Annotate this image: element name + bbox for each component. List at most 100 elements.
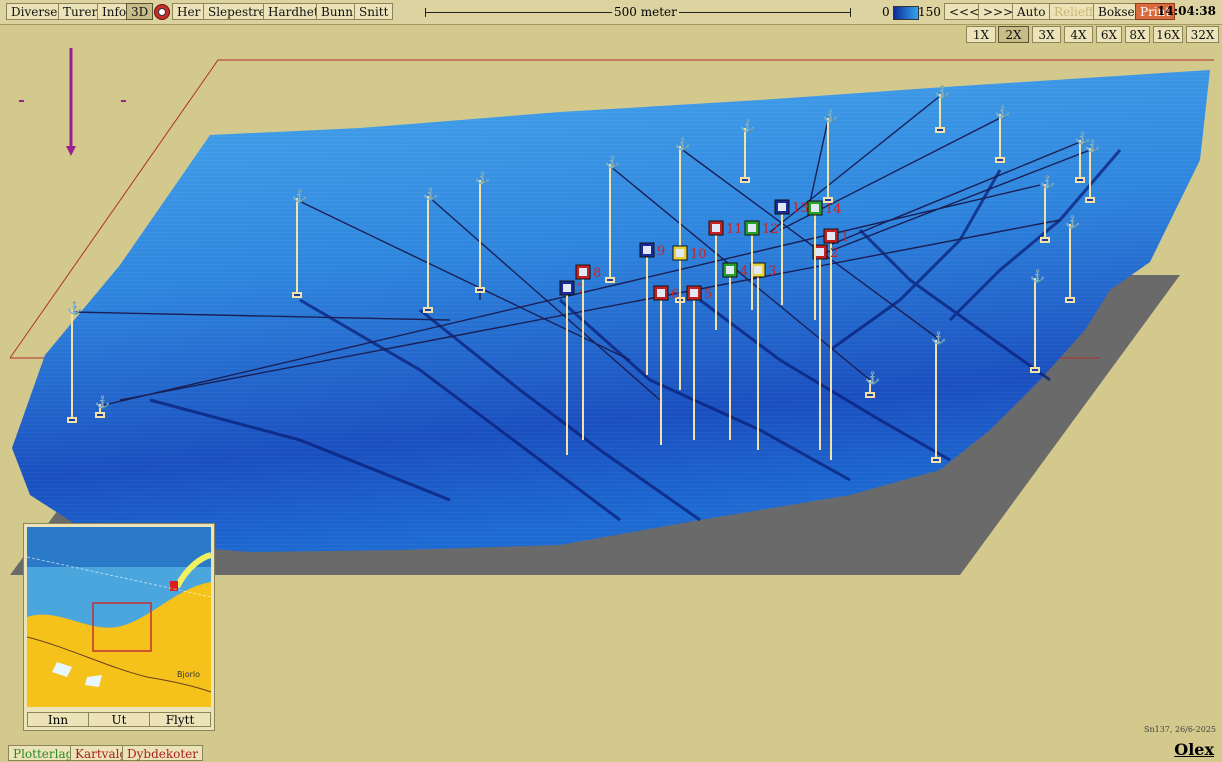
pole-base	[1065, 297, 1075, 303]
pole-base	[1085, 197, 1095, 203]
marker-inner	[754, 266, 762, 274]
zoom-6x-button[interactable]: 6X	[1096, 26, 1122, 43]
marker-inner	[690, 289, 698, 297]
anchor-icon[interactable]: ⚓	[994, 104, 1011, 120]
anchor-icon[interactable]: ⚓	[1029, 268, 1046, 284]
zoom-3x-button[interactable]: 3X	[1032, 26, 1061, 43]
clock: 14:04:38	[1157, 4, 1216, 18]
zoom-4x-button[interactable]: 4X	[1064, 26, 1093, 43]
pole-base	[605, 277, 615, 283]
marker-label-5: 5	[704, 287, 712, 302]
forward-button[interactable]: >>>	[978, 3, 1019, 20]
marker-inner	[712, 224, 720, 232]
marker-label-3: 3	[768, 264, 776, 279]
compass-icon[interactable]	[154, 4, 170, 20]
hardhet-button[interactable]: Hardhet	[263, 3, 324, 20]
pole-base	[292, 292, 302, 298]
snitt-button[interactable]: Snitt	[354, 3, 394, 20]
pole-base	[1075, 177, 1085, 183]
marker-inner	[643, 246, 651, 254]
slepestrek-button[interactable]: Slepestrek	[203, 3, 279, 20]
pole-base	[67, 417, 77, 423]
pole-base	[1030, 367, 1040, 373]
minimap-town-label: Bjorlo	[177, 670, 200, 679]
version-stamp: Sn137, 26/6-2025	[1143, 725, 1216, 734]
relieff-button[interactable]: Relieff	[1049, 3, 1099, 20]
pole-base	[931, 457, 941, 463]
zoom-16x-button[interactable]: 16X	[1153, 26, 1183, 43]
anchor-icon[interactable]: ⚓	[604, 154, 621, 170]
anchor-icon[interactable]: ⚓	[291, 188, 308, 204]
anchor-icon[interactable]: ⚓	[94, 394, 111, 410]
pole-group: ⚓⚓⚓ ⚓⚓⚓⚓⚓⚓⚓⚓⚓⚓⚓⚓⚓⚓⚓	[66, 84, 1101, 463]
marker-inner	[563, 284, 571, 292]
scale-tick-right	[850, 8, 851, 17]
marker-label-13: 13	[792, 201, 809, 216]
scale-label: 500 meter	[612, 5, 679, 19]
pole-base	[823, 197, 833, 203]
anchor-icon[interactable]: ⚓	[474, 170, 491, 186]
bunn-button[interactable]: Bunn	[316, 3, 359, 20]
anchor-icon[interactable]: ⚓	[1039, 174, 1056, 190]
surface-texture	[12, 70, 1210, 552]
minimap-panel: Bjorlo Inn Ut Flytt	[23, 523, 215, 731]
marker-inner	[827, 232, 835, 240]
bounding-frame	[9, 59, 1214, 359]
scale-tick-left	[425, 8, 426, 17]
anchor-icon[interactable]: ⚓	[1064, 214, 1081, 230]
zoom-in-button[interactable]: Inn	[27, 712, 89, 727]
zoom-out-button[interactable]: Ut	[88, 712, 150, 727]
north-arrow-icon[interactable]	[19, 48, 126, 156]
marker-inner	[676, 249, 684, 257]
anchor-icon[interactable]: ⚓	[864, 370, 881, 386]
pole-base	[95, 412, 105, 418]
anchor-icon[interactable]: ⚓	[739, 118, 756, 134]
marker-inner	[726, 266, 734, 274]
marker-inner	[816, 248, 824, 256]
marker-label-1: 1	[841, 230, 849, 245]
pole-base	[740, 177, 750, 183]
pole-base	[1040, 237, 1050, 243]
pole-base	[475, 287, 485, 293]
marker-inner	[811, 204, 819, 212]
anchor-icon[interactable]: ⚓	[674, 136, 691, 152]
marker-inner	[579, 268, 587, 276]
olex-logo: Olex	[1174, 740, 1214, 759]
marker-label-11: 11	[726, 222, 743, 237]
anchor-icon[interactable]: ⚓	[930, 330, 947, 346]
anchor-icon[interactable]: ⚓	[422, 186, 439, 202]
auto-button[interactable]: Auto	[1012, 3, 1051, 20]
anchor-icon[interactable]: ⚓	[822, 108, 839, 124]
zoom-32x-button[interactable]: 32X	[1186, 26, 1219, 43]
bokser-button[interactable]: Bokser	[1093, 3, 1146, 20]
print-button[interactable]: Print	[1135, 3, 1176, 20]
dybdekoter-tab[interactable]: Dybdekoter	[122, 745, 204, 761]
back-button[interactable]: <<<	[944, 3, 985, 20]
anchor-icon[interactable]: ⚓	[1084, 138, 1101, 154]
zoom-1x-button[interactable]: 1X	[966, 26, 996, 43]
marker-label-8: 8	[593, 266, 601, 281]
zoom-2x-button[interactable]: 2X	[998, 26, 1029, 43]
pole-base	[935, 127, 945, 133]
marker-label-12: 12	[762, 222, 779, 237]
pole-base	[423, 307, 433, 313]
depth-min-label: 0	[882, 5, 890, 19]
marker-label-14: 14	[825, 202, 842, 217]
marker-label-6: 6	[671, 287, 679, 302]
top-toolbar: Diverse Turer Info 3D Her Slepestrek Har…	[0, 0, 1222, 25]
depth-max-label: 150	[918, 5, 941, 19]
3d-button[interactable]: 3D	[126, 3, 154, 20]
contour-channels	[149, 149, 1122, 522]
marker-inner	[748, 224, 756, 232]
zoom-8x-button[interactable]: 8X	[1125, 26, 1150, 43]
depth-gradient[interactable]	[893, 6, 919, 20]
minimap-chart[interactable]: Bjorlo	[27, 527, 211, 707]
plotterlag-tab[interactable]: Plotterlag	[8, 745, 79, 761]
anchor-icon[interactable]: ⚓	[1074, 130, 1091, 146]
pole-base	[995, 157, 1005, 163]
anchor-icon[interactable]: ⚓	[934, 84, 951, 100]
anchor-icon[interactable]: ⚓	[66, 300, 83, 316]
move-button[interactable]: Flytt	[149, 712, 211, 727]
